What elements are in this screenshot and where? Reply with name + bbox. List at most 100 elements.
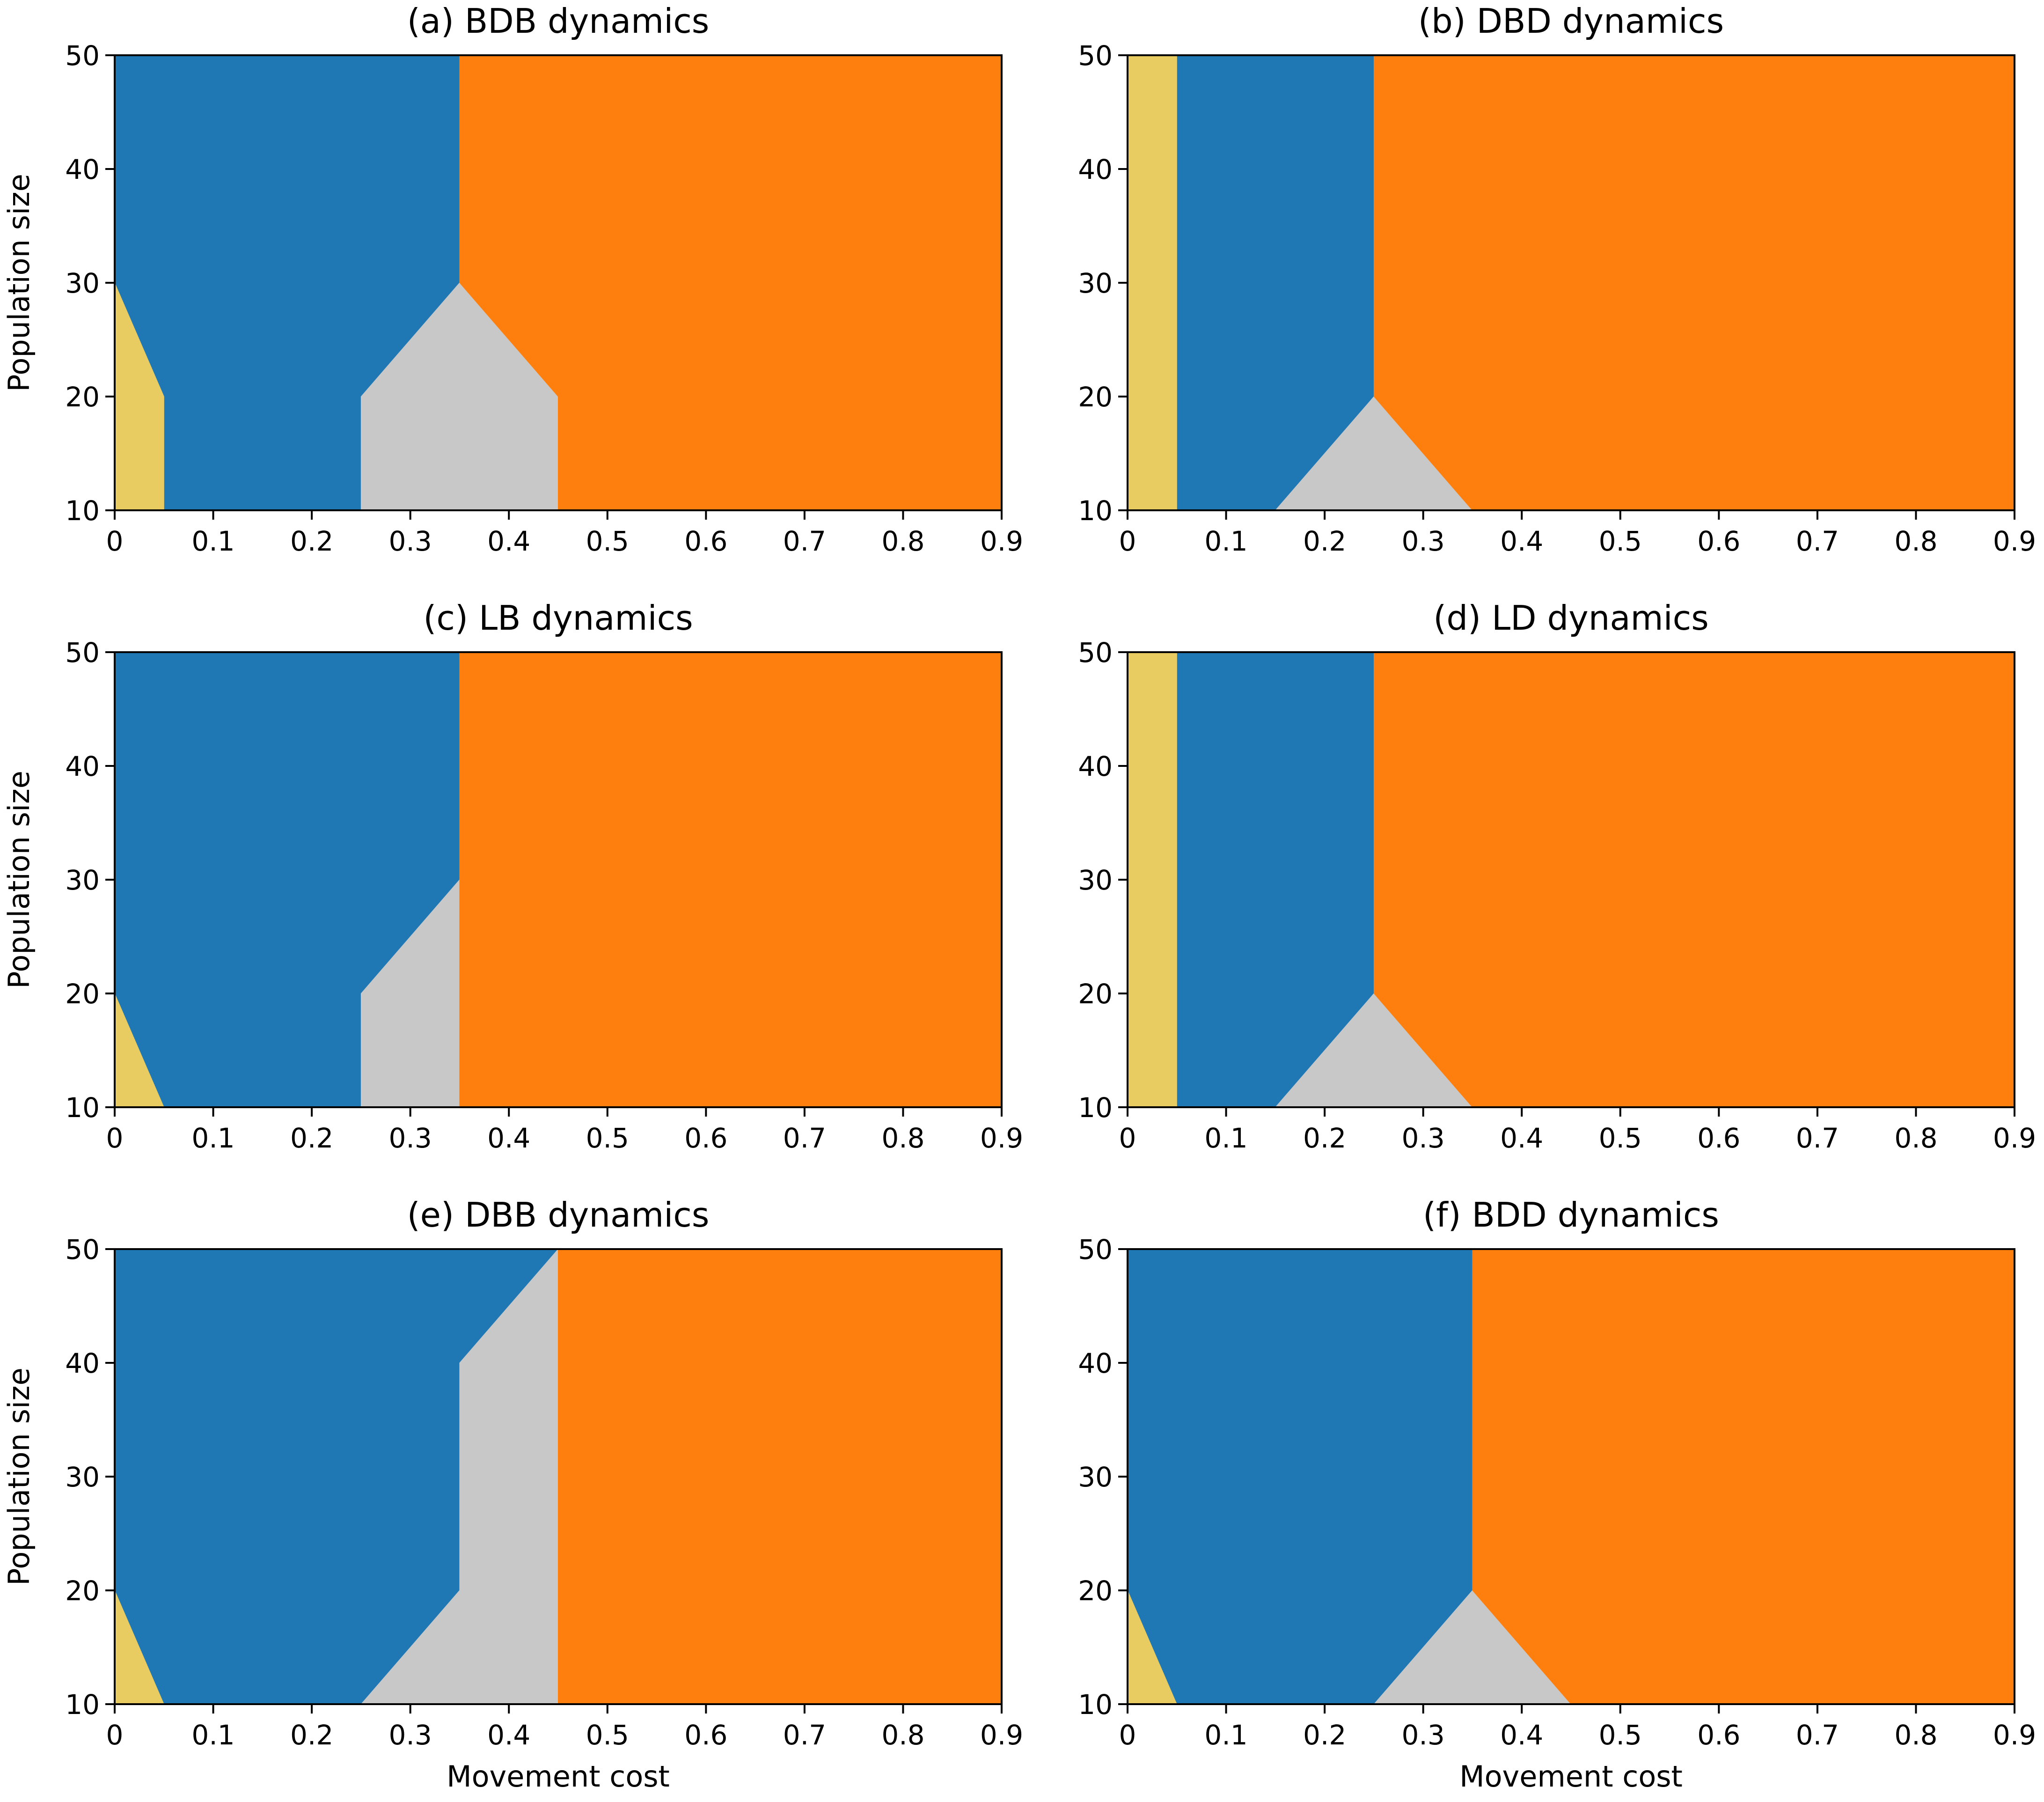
x-tick-label: 0.6 — [1697, 1122, 1740, 1154]
y-tick-label: 20 — [65, 978, 100, 1010]
panel-title: (e) DBB dynamics — [407, 1195, 710, 1235]
x-tick-label: 0 — [1119, 1122, 1136, 1154]
y-tick-label: 20 — [1078, 1575, 1113, 1607]
x-tick-label: 0.8 — [881, 1719, 924, 1751]
y-tick-label: 40 — [65, 154, 100, 185]
x-tick-label: 0.5 — [586, 1719, 629, 1751]
x-tick-label: 0.6 — [684, 525, 727, 557]
x-tick-label: 0.9 — [1993, 525, 2036, 557]
x-tick-label: 0.2 — [290, 1122, 333, 1154]
x-tick-label: 0.7 — [1796, 1122, 1839, 1154]
y-tick-label: 40 — [1078, 750, 1113, 782]
y-tick-label: 20 — [65, 1575, 100, 1607]
x-tick-label: 0.6 — [684, 1719, 727, 1751]
x-tick-label: 0.6 — [1697, 525, 1740, 557]
x-tick-label: 0.2 — [1303, 525, 1346, 557]
y-tick-label: 50 — [65, 40, 100, 72]
x-tick-label: 0.2 — [290, 525, 333, 557]
panel-3: 0 0.1 0.2 0.3 0.4 0.5 0.6 0.7 0.8 0.9 10 20 30 40 50 (d… — [1078, 598, 2036, 1154]
y-tick-label: 20 — [65, 381, 100, 413]
x-tick-label: 0.6 — [684, 1122, 727, 1154]
x-tick-label: 0.4 — [487, 1122, 530, 1154]
x-tick-label: 0.8 — [1894, 1122, 1937, 1154]
y-tick-label: 10 — [65, 495, 100, 527]
x-tick-label: 0.1 — [1204, 525, 1247, 557]
region-yellow — [1127, 652, 1177, 1108]
y-tick-label: 20 — [1078, 381, 1113, 413]
y-tick-label: 30 — [1078, 267, 1113, 299]
x-tick-label: 0.2 — [1303, 1122, 1346, 1154]
x-tick-label: 0.4 — [1500, 1122, 1543, 1154]
x-tick-label: 0.8 — [1894, 1719, 1937, 1751]
y-tick-label: 30 — [65, 267, 100, 299]
x-tick-label: 0.2 — [1303, 1719, 1346, 1751]
y-tick-label: 40 — [65, 750, 100, 782]
x-tick-label: 0.3 — [389, 525, 432, 557]
x-tick-label: 0 — [106, 1719, 124, 1751]
y-tick-label: 20 — [1078, 978, 1113, 1010]
x-tick-label: 0.3 — [1402, 525, 1445, 557]
y-axis-label: Population size — [2, 1368, 36, 1586]
region-orange — [459, 652, 1002, 1108]
y-tick-label: 40 — [1078, 154, 1113, 185]
y-tick-label: 50 — [65, 637, 100, 669]
x-tick-label: 0.7 — [783, 1122, 826, 1154]
x-tick-label: 0.7 — [783, 525, 826, 557]
y-tick-label: 50 — [65, 1234, 100, 1265]
x-tick-label: 0.4 — [1500, 525, 1543, 557]
panel-5: 0 0.1 0.2 0.3 0.4 0.5 0.6 0.7 0.8 0.9 10 20 30 40 50 (f… — [1078, 1195, 2036, 1794]
x-tick-label: 0.5 — [586, 525, 629, 557]
x-tick-label: 0.2 — [290, 1719, 333, 1751]
x-tick-label: 0.7 — [1796, 525, 1839, 557]
x-tick-label: 0 — [1119, 1719, 1136, 1751]
x-axis-label: Movement cost — [1459, 1759, 1683, 1794]
y-tick-label: 30 — [1078, 1461, 1113, 1493]
region-orange — [1373, 652, 2015, 1108]
x-tick-label: 0.9 — [1993, 1719, 2036, 1751]
panel-title: (b) DBD dynamics — [1418, 1, 1724, 41]
x-tick-label: 0.1 — [191, 525, 234, 557]
x-tick-label: 0.3 — [389, 1719, 432, 1751]
x-tick-label: 0.3 — [389, 1122, 432, 1154]
y-tick-label: 30 — [65, 864, 100, 896]
x-tick-label: 0.5 — [1599, 525, 1642, 557]
y-tick-label: 30 — [65, 1461, 100, 1493]
x-tick-label: 0.4 — [487, 1719, 530, 1751]
region-yellow — [1127, 55, 1177, 511]
y-axis-label: Population size — [2, 174, 36, 392]
x-tick-label: 0.8 — [881, 525, 924, 557]
x-tick-label: 0.5 — [1599, 1122, 1642, 1154]
x-tick-label: 0 — [106, 1122, 124, 1154]
y-tick-label: 10 — [65, 1092, 100, 1124]
panel-0: 0 0.1 0.2 0.3 0.4 0.5 0.6 0.7 0.8 0.9 10 20 30 40 50 (a… — [2, 1, 1023, 557]
panel-title: (c) LB dynamics — [423, 598, 693, 638]
y-tick-label: 40 — [1078, 1347, 1113, 1379]
x-tick-label: 0.8 — [1894, 525, 1937, 557]
x-tick-label: 0.7 — [783, 1719, 826, 1751]
y-tick-label: 10 — [1078, 1092, 1113, 1124]
y-axis-label: Population size — [2, 771, 36, 989]
x-tick-label: 0.1 — [1204, 1122, 1247, 1154]
x-tick-label: 0.6 — [1697, 1719, 1740, 1751]
x-axis-label: Movement cost — [447, 1759, 670, 1794]
panel-title: (d) LD dynamics — [1433, 598, 1709, 638]
x-tick-label: 0.3 — [1402, 1122, 1445, 1154]
region-orange — [1373, 55, 2015, 511]
panel-1: 0 0.1 0.2 0.3 0.4 0.5 0.6 0.7 0.8 0.9 10 20 30 40 50 (b… — [1078, 1, 2036, 557]
panel-4: 0 0.1 0.2 0.3 0.4 0.5 0.6 0.7 0.8 0.9 10 20 30 40 50 (e… — [2, 1195, 1023, 1794]
x-tick-label: 0.7 — [1796, 1719, 1839, 1751]
x-tick-label: 0.1 — [191, 1719, 234, 1751]
y-tick-label: 50 — [1078, 1234, 1113, 1265]
y-tick-label: 50 — [1078, 637, 1113, 669]
region-orange — [558, 1249, 1002, 1705]
y-tick-label: 30 — [1078, 864, 1113, 896]
x-tick-label: 0.3 — [1402, 1719, 1445, 1751]
region-orange — [1472, 1249, 2015, 1705]
x-tick-label: 0.4 — [487, 525, 530, 557]
x-tick-label: 0.1 — [191, 1122, 234, 1154]
x-tick-label: 0.9 — [980, 525, 1023, 557]
x-tick-label: 0.4 — [1500, 1719, 1543, 1751]
x-tick-label: 0.8 — [881, 1122, 924, 1154]
y-tick-label: 50 — [1078, 40, 1113, 72]
